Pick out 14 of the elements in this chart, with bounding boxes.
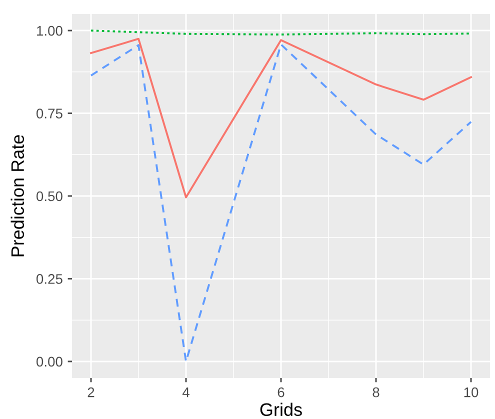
x-tick-label: 10 bbox=[464, 387, 478, 398]
line-series bbox=[90, 43, 472, 362]
y-tick-label: 0.25 bbox=[36, 274, 62, 284]
y-tick-label: 0.00 bbox=[36, 356, 62, 367]
y-axis-title: Prediction Rate bbox=[10, 135, 24, 256]
y-tick-label: 0.50 bbox=[36, 191, 62, 202]
x-tick-label: 6 bbox=[278, 387, 284, 398]
y-tick-label: 0.75 bbox=[36, 108, 62, 118]
x-tick-label: 8 bbox=[372, 387, 380, 398]
x-axis-title: Grids bbox=[260, 402, 302, 416]
line-series bbox=[90, 38, 472, 198]
y-tick-label: 1.00 bbox=[37, 26, 62, 36]
x-tick-label: 4 bbox=[182, 388, 190, 398]
x-tick-label: 2 bbox=[88, 387, 94, 398]
